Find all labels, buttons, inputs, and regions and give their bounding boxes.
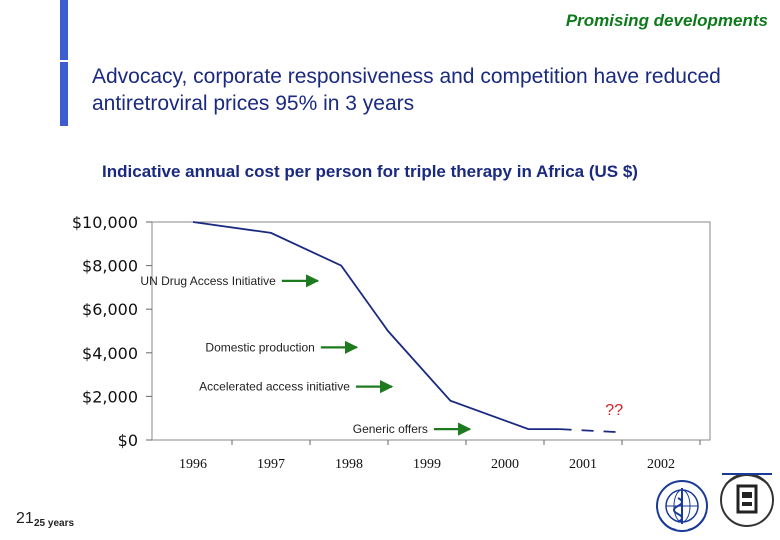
page-number: 21	[16, 510, 34, 527]
x-tick-label: 2001	[569, 457, 597, 472]
x-tick-label: 1996	[179, 457, 207, 472]
y-tick-label: $10,000	[72, 213, 138, 232]
x-tick-label: 2002	[647, 457, 675, 472]
y-tick-label: $4,000	[82, 344, 138, 363]
footer-tagline: 25 years	[34, 518, 75, 529]
series-projection-line	[559, 428, 623, 434]
y-tick-label: $8,000	[82, 257, 138, 276]
x-tick-label: 1998	[335, 457, 363, 472]
unknown-price-label: ??	[605, 402, 623, 419]
series-line	[192, 221, 560, 431]
annotation-label: Accelerated access initiative	[199, 380, 350, 394]
accent-bar-top	[60, 0, 68, 60]
section-label: Promising developments	[565, 11, 768, 30]
annotation-label: Generic offers	[353, 422, 428, 436]
annotation-label: Domestic production	[205, 340, 314, 354]
unaids-emblem-icon	[720, 473, 774, 527]
plot-frame	[151, 221, 711, 441]
annotation-label: UN Drug Access Initiative	[140, 274, 276, 288]
x-tick-label: 1997	[257, 457, 285, 472]
y-tick-label: $6,000	[82, 300, 138, 319]
x-tick-label: 1999	[413, 457, 441, 472]
y-tick-label: $0	[118, 431, 138, 450]
y-tick-label: $2,000	[82, 387, 138, 406]
slide-headline: Advocacy, corporate responsiveness and c…	[92, 65, 721, 115]
who-emblem-icon	[656, 480, 708, 532]
chart-title: Indicative annual cost per person for tr…	[102, 162, 638, 181]
x-tick-label: 2000	[491, 457, 519, 472]
accent-bar-bottom	[60, 62, 68, 126]
